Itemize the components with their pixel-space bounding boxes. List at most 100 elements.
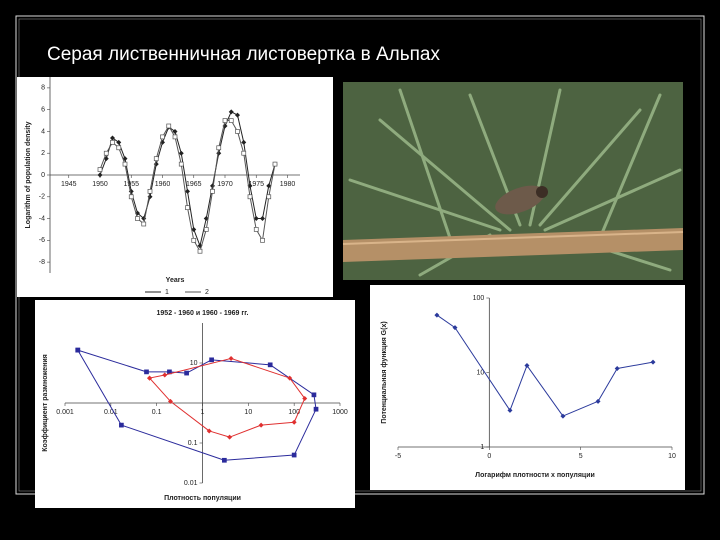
point (197, 248, 203, 254)
x-axis-label: Логарифм плотности х популяции (475, 472, 595, 479)
point (210, 188, 215, 194)
point (313, 406, 319, 412)
point (191, 226, 197, 232)
point (227, 434, 233, 440)
y-axis-label: Logarithm of population density (25, 121, 32, 228)
point (650, 359, 656, 365)
x-axis-label: Плотность популяции (164, 495, 241, 502)
point (235, 112, 240, 118)
x-tick-label: 1950 (92, 181, 108, 188)
point (241, 150, 247, 156)
y-tick-label: 10 (190, 360, 198, 367)
y-tick-label: 100 (473, 295, 485, 302)
y-tick-label: -4 (39, 215, 45, 222)
x-tick-label: 100 (288, 409, 300, 416)
point (266, 194, 272, 200)
point (110, 135, 115, 141)
y-axis-label: Потенциальная функция G(x) (381, 321, 388, 423)
y-axis-label: Коэффициент размножения (42, 354, 49, 452)
x-tick-label: 0 (487, 453, 491, 460)
point (75, 347, 81, 353)
point (119, 422, 124, 428)
point (507, 407, 513, 413)
point (260, 237, 265, 243)
y-tick-label: 0.01 (184, 480, 198, 487)
x-tick-label: 1000 (332, 409, 348, 416)
slide-title: Серая лиственничная листовертка в Альпах (47, 44, 440, 65)
x-tick-label: 10 (244, 409, 252, 416)
point (266, 183, 272, 189)
x-tick-label: 1955 (123, 181, 139, 188)
point (184, 370, 189, 376)
point (228, 118, 234, 123)
point (172, 134, 178, 140)
point (291, 419, 297, 425)
x-tick-label: 1 (201, 409, 205, 416)
point (166, 123, 172, 129)
point (228, 109, 234, 115)
point (524, 363, 530, 369)
point (247, 194, 253, 200)
x-tick-label: 1945 (61, 181, 77, 188)
y-tick-label: 6 (41, 107, 45, 114)
legend-label: 2 (205, 289, 209, 296)
point (209, 357, 214, 363)
point (291, 452, 297, 458)
point (267, 362, 273, 368)
point (162, 372, 168, 378)
point (228, 355, 234, 361)
point (203, 227, 209, 232)
panel (370, 285, 685, 490)
y-tick-label: 10 (477, 369, 485, 376)
point (185, 205, 190, 211)
point (144, 369, 149, 375)
y-tick-label: 8 (41, 85, 45, 92)
point (97, 172, 103, 178)
y-tick-label: -8 (39, 259, 45, 266)
y-tick-label: 1 (480, 444, 484, 451)
point (222, 457, 227, 463)
x-tick-label: 0.001 (56, 409, 74, 416)
point (260, 216, 265, 222)
x-tick-label: 1970 (217, 181, 233, 188)
x-tick-label: 1980 (280, 181, 296, 188)
point (147, 188, 153, 194)
point (116, 139, 122, 145)
point (147, 375, 153, 381)
point (110, 139, 115, 145)
point (614, 366, 620, 372)
point (452, 325, 458, 331)
x-tick-label: 1960 (155, 181, 171, 188)
panel (17, 77, 333, 297)
y-tick-label: 0 (41, 172, 45, 179)
x-tick-label: 1975 (248, 181, 264, 188)
photo (342, 82, 684, 280)
point (172, 128, 178, 134)
point (253, 227, 259, 232)
point (302, 395, 308, 401)
series-line (77, 349, 317, 461)
point (241, 139, 247, 145)
point (311, 392, 317, 398)
point (116, 145, 122, 151)
y-tick-label: 4 (41, 128, 45, 135)
x-axis-label: Years (166, 277, 185, 284)
panel (35, 300, 355, 508)
point (560, 413, 566, 419)
point (595, 398, 601, 404)
point (160, 134, 165, 140)
point (178, 150, 184, 156)
x-tick-label: 5 (579, 453, 583, 460)
x-tick-label: 1965 (186, 181, 202, 188)
point (141, 221, 147, 227)
point (253, 216, 259, 222)
point (222, 118, 228, 123)
point (206, 428, 212, 434)
point (272, 161, 278, 167)
point (235, 129, 240, 134)
point (191, 237, 197, 243)
y-tick-label: 0.1 (188, 440, 198, 447)
point (97, 167, 103, 172)
point (178, 161, 184, 167)
